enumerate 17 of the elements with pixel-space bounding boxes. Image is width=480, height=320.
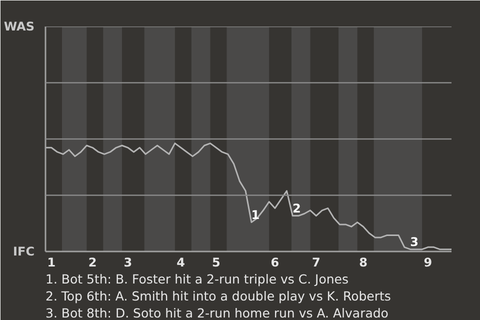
x-tick-label: 2 [88,256,97,270]
annotation: 1 [251,208,260,222]
x-tick-label: 6 [270,256,280,270]
annotation: 3 [410,234,418,249]
x-tick-label: 5 [212,256,220,270]
x-tick-label: 7 [312,256,320,270]
text: 2. Top 6th: A. Smith hit into a double play vs K. Roberts [46,288,391,304]
x-tick-label: 9 [424,256,432,270]
text: WAS [4,20,35,34]
x-tick-label: 1 [47,256,56,270]
x-tick-label: 3 [124,256,132,270]
text: IFC [13,244,35,258]
text: 3. Bot 8th: D. Soto hit a 2-run home run vs A. Alvarado [46,306,388,320]
x-tick-label: 8 [359,256,368,270]
annotation: 2 [292,201,301,216]
x-tick-label: 4 [176,256,186,270]
text: 1. Bot 5th: B. Foster hit a 2-run triple vs C. Jones [46,272,349,286]
